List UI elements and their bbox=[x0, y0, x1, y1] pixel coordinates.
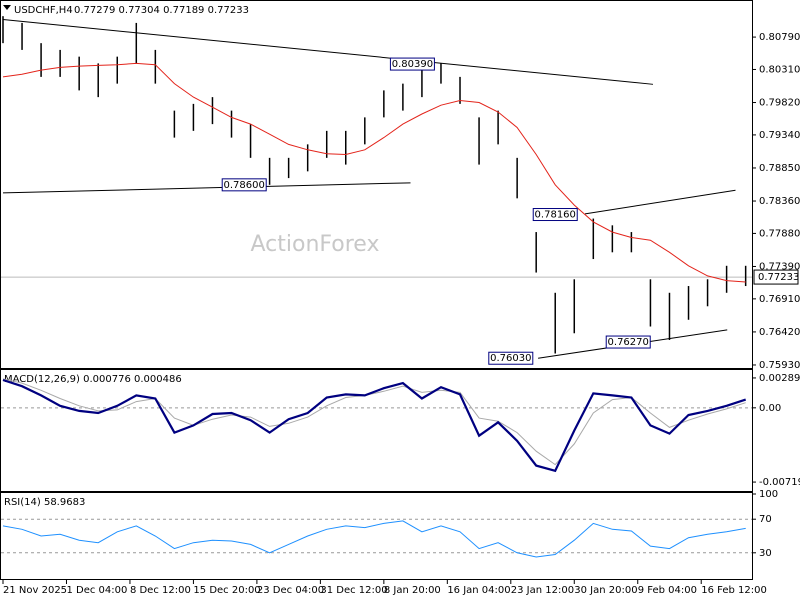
watermark: ActionForex bbox=[251, 232, 380, 257]
y-tick-label: 0.77390 bbox=[759, 261, 800, 272]
y-tick-label: 0.78360 bbox=[759, 196, 800, 207]
y-tick-label: 70 bbox=[759, 514, 772, 525]
x-tick-label: 8 Jan 20:00 bbox=[384, 585, 441, 596]
annotation-label: 0.76270 bbox=[608, 337, 649, 348]
annotation-box bbox=[488, 351, 534, 365]
y-tick-label: 0.75930 bbox=[759, 360, 800, 371]
rsi-line bbox=[2, 520, 746, 558]
menu-icon bbox=[3, 5, 11, 10]
x-tick-label: 31 Dec 12:00 bbox=[320, 585, 387, 596]
x-tick-label: 16 Feb 12:00 bbox=[701, 585, 767, 596]
annotation-box bbox=[605, 335, 651, 349]
macd-line bbox=[2, 378, 746, 466]
y-tick-label: 0.00 bbox=[759, 403, 781, 414]
x-tick-label: 23 Jan 12:00 bbox=[511, 585, 574, 596]
x-tick-label: 8 Dec 12:00 bbox=[130, 585, 191, 596]
macd-line bbox=[2, 378, 747, 473]
x-tick-label: 16 Jan 04:00 bbox=[447, 585, 510, 596]
trendline bbox=[2, 182, 411, 194]
panel-frame bbox=[0, 369, 753, 492]
annotation-label: 0.76030 bbox=[490, 353, 531, 364]
annotation-box bbox=[532, 208, 578, 222]
y-tick-label: 0.78850 bbox=[759, 163, 800, 174]
y-tick-label: 0.80790 bbox=[759, 32, 800, 43]
panel-title: MACD(12,26,9) 0.000776 0.000486 bbox=[4, 374, 182, 385]
y-tick-label: 0.80310 bbox=[759, 64, 800, 75]
annotation-label: 0.78160 bbox=[535, 210, 576, 221]
panel-frame bbox=[0, 0, 753, 369]
annotation-label: 0.78600 bbox=[224, 180, 265, 191]
trendline bbox=[2, 19, 654, 85]
y-tick-label: 0.79340 bbox=[759, 130, 800, 141]
moving-average bbox=[2, 62, 746, 283]
y-tick-label: 0.79820 bbox=[759, 98, 800, 109]
x-tick-label: 9 Feb 04:00 bbox=[638, 585, 697, 596]
trendline bbox=[584, 189, 736, 215]
y-tick-label: 0.76420 bbox=[759, 327, 800, 338]
y-tick-label: 100 bbox=[759, 489, 778, 500]
last-price-label: 0.77233 bbox=[758, 272, 799, 283]
annotation-box bbox=[221, 178, 267, 192]
x-tick-label: 21 Nov 2025 bbox=[3, 585, 67, 596]
subtitle: 0.77279 0.77304 0.77189 0.77233 bbox=[74, 5, 249, 16]
panel-frame bbox=[0, 492, 753, 580]
panel-title: RSI(14) 58.9683 bbox=[4, 497, 85, 508]
y-tick-label: 0.77880 bbox=[759, 228, 800, 239]
y-tick-label: 0.76910 bbox=[759, 294, 800, 305]
x-tick-label: 15 Dec 20:00 bbox=[193, 585, 260, 596]
annotation-box bbox=[389, 57, 435, 71]
y-tick-label: 30 bbox=[759, 548, 772, 559]
x-tick-label: 1 Dec 04:00 bbox=[66, 585, 127, 596]
y-tick-label: 0.002897 bbox=[759, 373, 800, 384]
y-tick-label: -0.007197 bbox=[759, 477, 800, 488]
x-tick-label: 30 Jan 20:00 bbox=[574, 585, 637, 596]
last-price-box bbox=[753, 269, 799, 285]
x-tick-label: 23 Dec 04:00 bbox=[257, 585, 324, 596]
annotation-label: 0.80390 bbox=[392, 59, 433, 70]
panel-title: USDCHF,H4 bbox=[14, 5, 73, 16]
